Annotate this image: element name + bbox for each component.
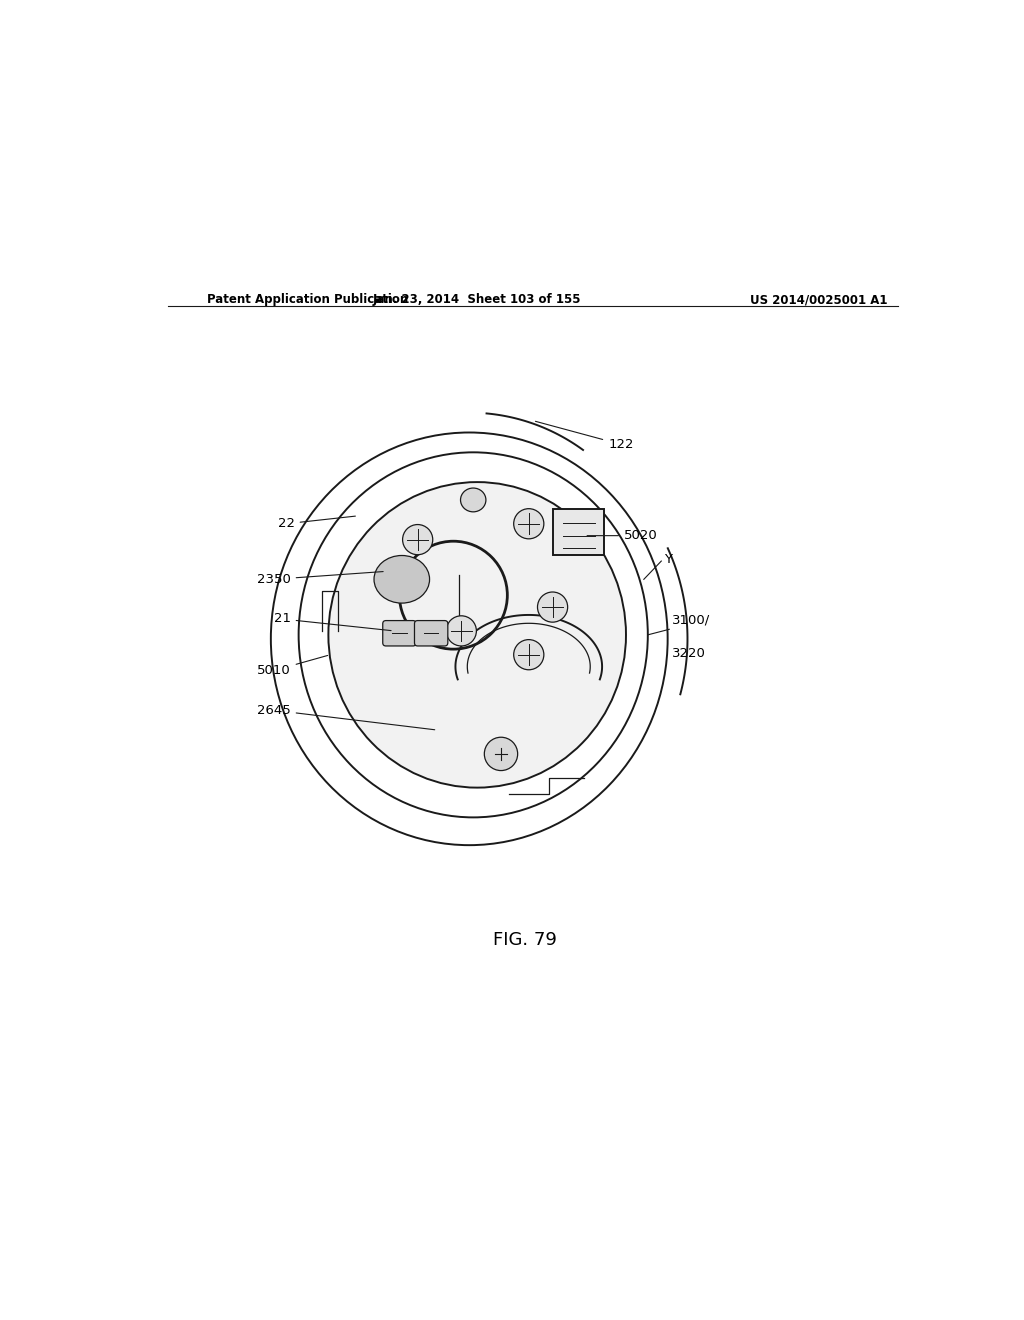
Ellipse shape [374, 556, 430, 603]
Text: 22: 22 [278, 516, 355, 531]
Text: 21: 21 [273, 612, 391, 631]
Circle shape [514, 640, 544, 669]
Text: 122: 122 [536, 421, 634, 451]
Text: Patent Application Publication: Patent Application Publication [207, 293, 409, 306]
Circle shape [538, 591, 567, 622]
Text: 2645: 2645 [257, 704, 435, 730]
Circle shape [514, 508, 544, 539]
Ellipse shape [484, 738, 518, 771]
Circle shape [402, 524, 433, 554]
Text: Y: Y [664, 553, 672, 566]
Ellipse shape [461, 488, 486, 512]
Text: FIG. 79: FIG. 79 [493, 932, 557, 949]
Text: 5010: 5010 [257, 656, 328, 677]
FancyBboxPatch shape [383, 620, 416, 645]
Ellipse shape [329, 482, 626, 788]
Circle shape [446, 616, 476, 645]
Text: 5020: 5020 [587, 529, 657, 543]
Text: 3220: 3220 [672, 647, 706, 660]
FancyBboxPatch shape [415, 620, 447, 645]
FancyBboxPatch shape [553, 510, 604, 556]
Text: 2350: 2350 [257, 572, 383, 586]
Text: US 2014/0025001 A1: US 2014/0025001 A1 [750, 293, 887, 306]
Text: 3100/: 3100/ [672, 614, 710, 627]
Text: Jan. 23, 2014  Sheet 103 of 155: Jan. 23, 2014 Sheet 103 of 155 [373, 293, 582, 306]
